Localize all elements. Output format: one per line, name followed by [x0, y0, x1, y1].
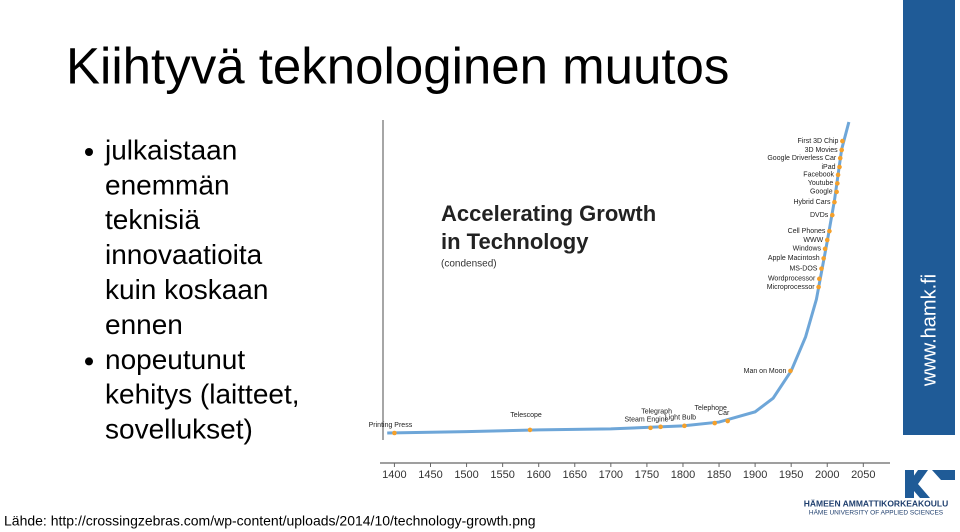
event-label: Google [810, 189, 833, 196]
event-label: Hybrid Cars [794, 199, 831, 206]
event-dot [839, 147, 844, 153]
x-tick-label: 1600 [526, 469, 550, 481]
event-label: Telegraph [641, 409, 672, 416]
event-label: 3D Movies [805, 147, 839, 154]
event-dot [817, 276, 822, 282]
event-dot [712, 420, 718, 426]
event-dot [527, 427, 533, 433]
x-tick-label: 1850 [707, 469, 731, 481]
event-label: Youtube [808, 180, 834, 187]
event-label: WWW [803, 237, 823, 244]
x-tick-label: 1900 [743, 469, 767, 481]
event-label: Windows [793, 246, 822, 253]
event-dot [648, 425, 653, 431]
bullet-text: enemmän [105, 169, 230, 200]
x-tick-label: 1650 [563, 469, 587, 481]
event-dot [837, 155, 843, 161]
event-label: Wordprocessor [768, 276, 816, 283]
event-label: First 3D Chip [798, 138, 839, 145]
logo-text: HÄMEEN AMMATTIKORKEAKOULU [804, 498, 949, 508]
event-dot [816, 284, 821, 290]
source: Lähde: http://crossingzebras.com/wp-cont… [4, 513, 536, 529]
bullet-text: nopeutunut [105, 344, 245, 375]
event-dot [725, 418, 730, 424]
event-dot [840, 138, 845, 144]
event-label: Apple Macintosh [768, 255, 820, 262]
bullet-text: kehitys (laitteet, [105, 379, 300, 410]
logo-mark [905, 470, 955, 498]
event-dot [392, 430, 397, 436]
event-dot [827, 228, 832, 234]
slide-title: Kiihtyvä teknologinen muutos [66, 37, 729, 94]
x-tick-label: 2050 [851, 469, 875, 481]
event-label: Car [718, 410, 730, 417]
event-label: Steam Engine [625, 417, 669, 424]
bullet-dot [85, 357, 93, 366]
bullet-text: julkaistaan [104, 134, 237, 165]
bullet-text: innovaatioita [105, 239, 263, 270]
chart-subtitle: (condensed) [441, 259, 497, 270]
event-dot [788, 368, 793, 374]
event-dot [829, 212, 835, 218]
bullet-text: teknisiä [105, 204, 200, 235]
x-tick-label: 1750 [635, 469, 659, 481]
event-label: Telescope [510, 412, 542, 419]
bullet-text: kuin koskaan [105, 274, 268, 305]
event-label: Man on Moon [744, 368, 787, 375]
event-dot [821, 256, 826, 261]
x-tick-label: 1550 [490, 469, 514, 481]
event-dot [832, 199, 837, 205]
event-dot [835, 181, 840, 186]
event-label: Cell Phones [788, 228, 826, 235]
bullet-text: ennen [105, 309, 183, 340]
event-dot [819, 266, 824, 271]
x-tick-label: 1400 [382, 469, 406, 481]
chart-title: Accelerating Growth [441, 201, 656, 226]
event-dot [824, 237, 830, 243]
event-dot [682, 423, 687, 429]
event-dot [834, 189, 839, 195]
event-label: Google Driverless Car [767, 155, 837, 162]
x-tick-label: 1700 [599, 469, 623, 481]
x-tick-label: 2000 [815, 469, 839, 481]
event-label: Microprocessor [767, 284, 816, 291]
x-tick-label: 1450 [418, 469, 442, 481]
logo-text: HÄME UNIVERSITY OF APPLIED SCIENCES [809, 509, 944, 517]
chart-title: in Technology [441, 229, 589, 254]
x-tick-label: 1500 [454, 469, 478, 481]
sidebar-text: www.hamk.fi [918, 274, 940, 387]
bullet-text: sovellukset) [105, 414, 253, 445]
event-dot [658, 424, 663, 430]
x-tick-label: 1800 [671, 469, 695, 481]
event-label: DVDs [810, 212, 829, 219]
event-dot [835, 172, 841, 178]
event-label: iPad [821, 164, 835, 171]
event-label: MS-DOS [789, 265, 817, 272]
x-tick-label: 1950 [779, 469, 803, 481]
event-label: Telephone [695, 405, 727, 412]
bullet-dot [85, 148, 93, 156]
event-dot [837, 164, 842, 170]
event-label: Facebook [803, 172, 834, 179]
event-label: Printing Press [369, 422, 413, 429]
sidebar [903, 0, 955, 435]
event-label: Light Bulb [665, 415, 696, 422]
event-dot [822, 246, 828, 252]
